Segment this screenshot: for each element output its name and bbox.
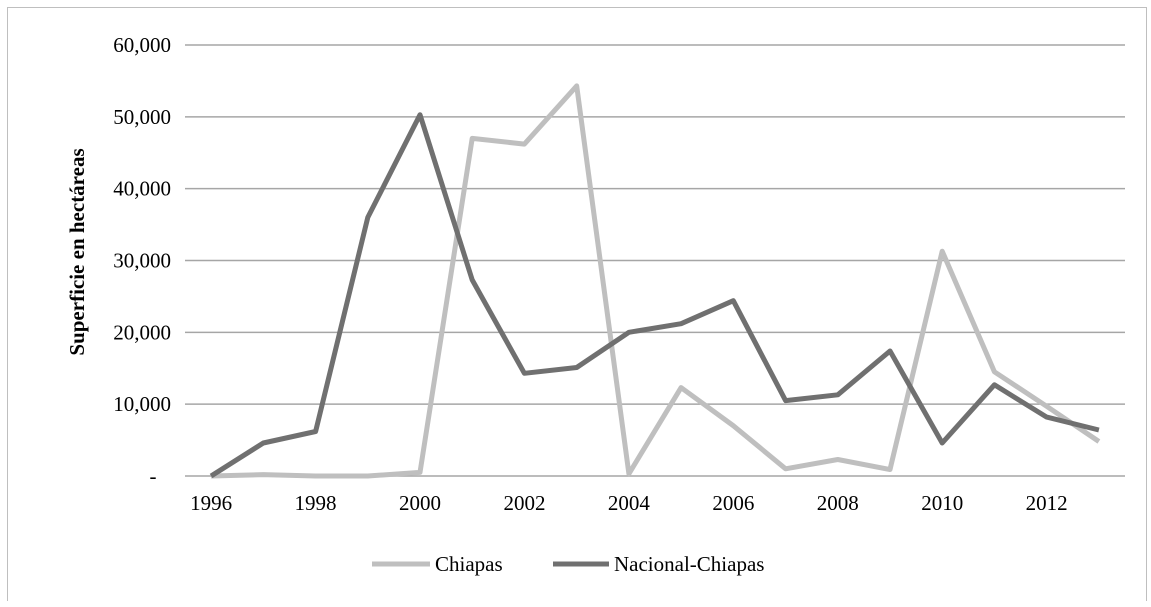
x-tick-label: 2008 xyxy=(817,491,859,515)
y-axis-title: Superficie en hectáreas xyxy=(65,148,89,355)
y-tick-label: 50,000 xyxy=(113,105,171,129)
y-tick-label: 30,000 xyxy=(113,249,171,273)
x-tick-label: 2010 xyxy=(921,491,963,515)
x-tick-label: 2000 xyxy=(399,491,441,515)
tick-labels: - 10,000 20,000 30,000 40,000 50,000 60,000 199… xyxy=(113,33,1067,515)
line-chart: - 10,000 20,000 30,000 40,000 50,000 60,000 199… xyxy=(65,33,1125,576)
y-tick-label: 40,000 xyxy=(113,177,171,201)
y-tick-label: - xyxy=(150,464,157,488)
legend-label: Chiapas xyxy=(435,552,503,576)
x-tick-label: 1998 xyxy=(295,491,337,515)
series-lines xyxy=(209,83,1101,479)
x-tick-label: 2002 xyxy=(503,491,545,515)
x-tick-label: 2004 xyxy=(608,491,651,515)
y-tick-label: 10,000 xyxy=(113,392,171,416)
legend: Chiapas Nacional-Chiapas xyxy=(372,552,764,576)
x-tick-label: 2012 xyxy=(1026,491,1068,515)
x-tick-label: 1996 xyxy=(190,491,232,515)
series-line-nacional-chiapas xyxy=(209,112,1100,479)
legend-label: Nacional-Chiapas xyxy=(614,552,764,576)
chart-frame: - 10,000 20,000 30,000 40,000 50,000 60,000 199… xyxy=(7,7,1147,601)
series-line-chiapas xyxy=(211,83,1101,479)
x-tick-label: 2006 xyxy=(712,491,754,515)
y-tick-label: 20,000 xyxy=(113,320,171,344)
y-tick-label: 60,000 xyxy=(113,33,171,57)
